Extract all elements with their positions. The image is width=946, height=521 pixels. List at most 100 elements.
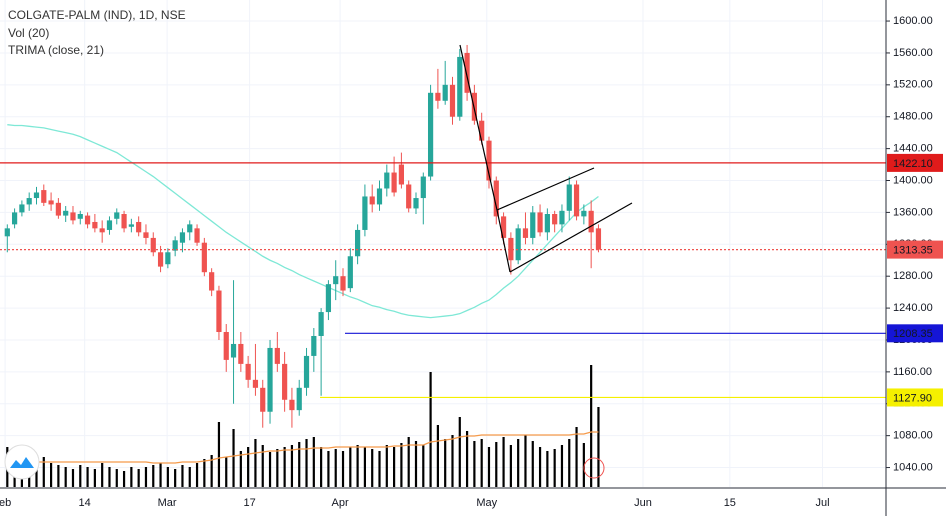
candle-body bbox=[194, 228, 200, 243]
event-marker[interactable] bbox=[583, 457, 605, 479]
candle-body bbox=[267, 347, 273, 412]
candle-body bbox=[48, 200, 54, 205]
candle-body bbox=[157, 252, 164, 267]
candle-body bbox=[303, 355, 310, 388]
candle-body bbox=[566, 184, 572, 211]
trend-line bbox=[496, 209, 511, 273]
y-tick-label: 1560.00 bbox=[893, 47, 933, 59]
candle-body bbox=[245, 363, 251, 380]
candle-body bbox=[500, 216, 507, 238]
candle-body bbox=[588, 210, 594, 233]
candle-body bbox=[55, 202, 61, 216]
candle-body bbox=[479, 120, 485, 141]
candle-body bbox=[347, 256, 353, 289]
y-tick-label: 1600.00 bbox=[893, 15, 933, 27]
x-tick-label: 15 bbox=[724, 497, 736, 509]
logo bbox=[4, 444, 605, 480]
candle-body bbox=[508, 237, 514, 261]
candle-body bbox=[143, 232, 149, 238]
candle-body bbox=[355, 229, 361, 257]
candle-body bbox=[398, 164, 405, 185]
candle-body bbox=[325, 284, 332, 313]
candle-body bbox=[274, 347, 280, 364]
y-tick-label: 1520.00 bbox=[893, 79, 933, 91]
candle-body bbox=[318, 312, 324, 336]
candle-body bbox=[99, 228, 105, 233]
volume-label: Vol (20) bbox=[8, 26, 49, 40]
candle-body bbox=[33, 192, 40, 199]
candle-body bbox=[391, 172, 397, 193]
candle-body bbox=[179, 232, 186, 243]
candle-body bbox=[136, 221, 142, 233]
y-tick-label: 1440.00 bbox=[893, 143, 933, 155]
chart-title: COLGATE-PALM (IND), 1D, NSE bbox=[8, 8, 186, 22]
candle-body bbox=[63, 210, 69, 216]
x-tick-label: eb bbox=[0, 497, 11, 509]
trend-line bbox=[459, 44, 498, 211]
candle-body bbox=[209, 272, 215, 291]
candle-body bbox=[289, 399, 295, 411]
candle-body bbox=[544, 213, 550, 233]
x-tick-label: Mar bbox=[158, 497, 177, 509]
candle-body bbox=[581, 210, 587, 217]
candle-body bbox=[187, 224, 193, 233]
trend-line bbox=[496, 167, 595, 211]
candle-body bbox=[464, 52, 470, 93]
candle-body bbox=[282, 363, 288, 400]
level-label: 1422.10 bbox=[893, 158, 933, 170]
candle-body bbox=[223, 332, 229, 360]
trend-line bbox=[509, 202, 633, 273]
x-tick-label: Jul bbox=[815, 497, 829, 509]
candle-body bbox=[435, 92, 441, 101]
candle-body bbox=[442, 84, 448, 101]
candle-body bbox=[420, 176, 426, 199]
candle-body bbox=[114, 212, 120, 219]
candle-body bbox=[296, 387, 302, 411]
grid bbox=[0, 0, 886, 487]
candle-body bbox=[340, 276, 346, 291]
candle-body bbox=[530, 212, 536, 238]
candle-body bbox=[216, 290, 222, 333]
candle-body bbox=[449, 84, 456, 117]
x-tick-label: 14 bbox=[79, 497, 91, 509]
candle-body bbox=[595, 228, 602, 250]
candle-body bbox=[41, 190, 47, 203]
x-tick-label: Apr bbox=[332, 497, 349, 509]
level-label: 1208.35 bbox=[893, 328, 933, 340]
candle-body bbox=[201, 242, 207, 273]
candle-body bbox=[238, 343, 244, 364]
candle-body bbox=[486, 140, 492, 181]
time-axis-bg bbox=[0, 488, 886, 516]
candle-body bbox=[70, 212, 76, 221]
candle-body bbox=[230, 343, 237, 358]
candle-body bbox=[252, 379, 259, 388]
candle-body bbox=[260, 387, 266, 412]
candle-body bbox=[172, 240, 178, 251]
trima-line bbox=[7, 124, 599, 319]
y-tick-label: 1480.00 bbox=[893, 111, 933, 123]
y-tick-label: 1080.00 bbox=[893, 430, 933, 442]
candle-body bbox=[4, 228, 10, 237]
candle-body bbox=[106, 220, 113, 230]
candle-body bbox=[11, 212, 18, 225]
candle-body bbox=[552, 213, 558, 225]
candle-body bbox=[427, 92, 434, 177]
logo-circle bbox=[4, 444, 40, 480]
candle-body bbox=[522, 228, 529, 238]
trend-lines bbox=[459, 44, 633, 273]
logo-mark bbox=[10, 457, 34, 468]
candle-body bbox=[559, 210, 565, 225]
candle-body bbox=[384, 172, 390, 189]
level-label-bg bbox=[887, 153, 943, 172]
candle-body bbox=[92, 221, 98, 229]
y-tick-label: 1400.00 bbox=[893, 174, 933, 186]
x-tick-label: 17 bbox=[243, 497, 255, 509]
level-label-bg bbox=[887, 388, 943, 407]
candle-body bbox=[537, 212, 543, 233]
level-label: 1127.90 bbox=[893, 392, 932, 404]
volume-ma-line bbox=[7, 431, 599, 464]
candle-body bbox=[493, 180, 499, 217]
candle-body bbox=[19, 204, 25, 213]
candle-body bbox=[77, 213, 83, 219]
